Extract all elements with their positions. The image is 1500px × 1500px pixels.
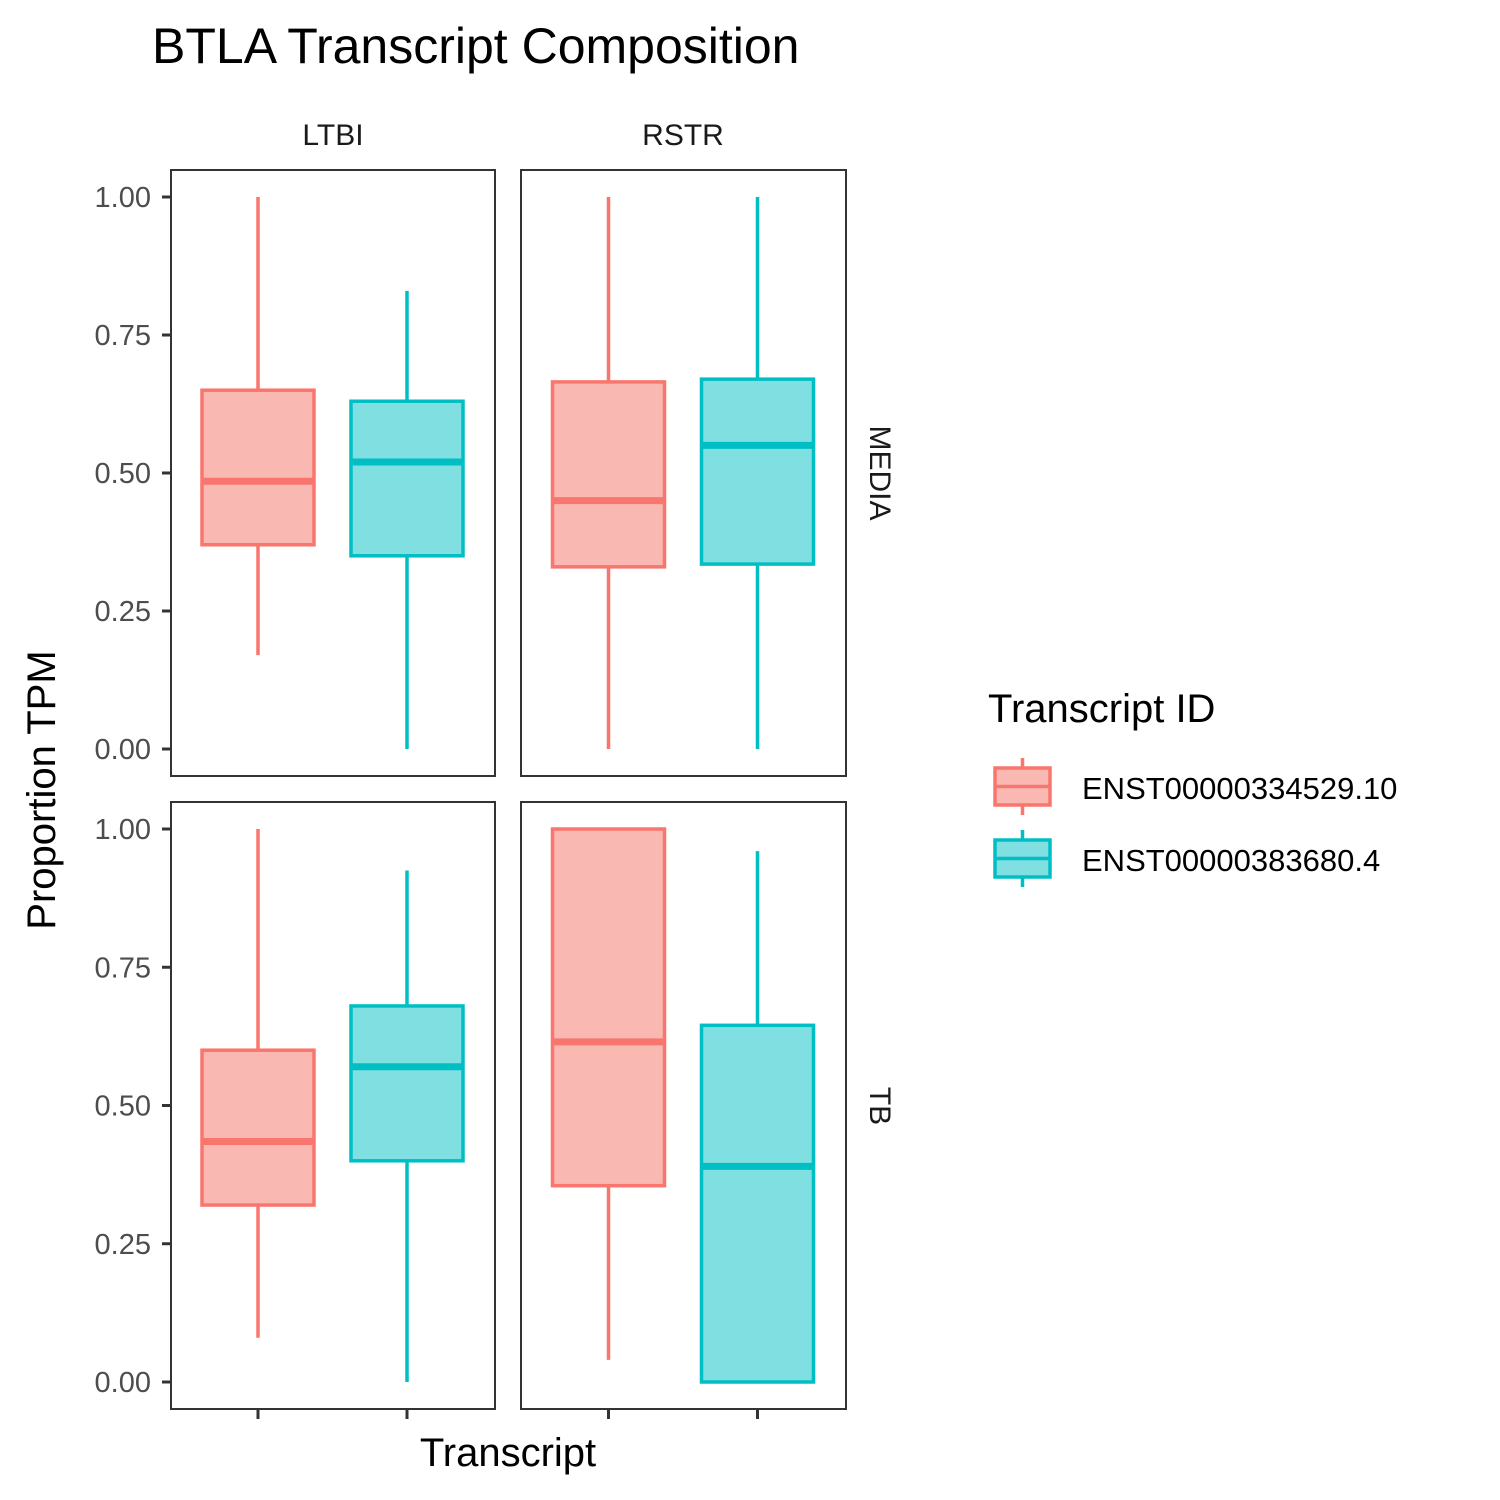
panel-rstr-tb	[520, 801, 847, 1419]
y-tick-label: 0.00	[95, 734, 151, 766]
legend: Transcript ID ENST00000334529.10 ENST000…	[988, 687, 1397, 887]
box-1-ltbi-media	[200, 197, 316, 656]
chart-title: BTLA Transcript Composition	[152, 18, 800, 74]
panel-border	[520, 801, 847, 1410]
box-2-rstr-media	[699, 197, 816, 749]
legend-key-series-2	[993, 830, 1052, 887]
panel-ltbi-tb: 0.00 0.25 0.50 0.75 1.00	[95, 801, 496, 1419]
y-tick-label: 1.00	[95, 182, 151, 214]
box-2-ltbi-media	[349, 290, 465, 749]
box-2-ltbi-tb	[349, 870, 465, 1382]
box-iqr	[200, 388, 316, 547]
box-1-rstr-media	[550, 197, 667, 749]
facet-col-label-rstr: RSTR	[642, 119, 724, 152]
y-tick-label: 0.75	[95, 320, 151, 352]
panels-layer: 0.00 0.25 0.50 0.75 1.00 0.00 0.25 0.50 0.75 1.00	[95, 169, 847, 1419]
legend-title: Transcript ID	[988, 687, 1215, 731]
y-tick-label: 0.25	[95, 596, 151, 628]
y-tick-label: 1.00	[95, 814, 151, 846]
box-iqr	[349, 1004, 465, 1163]
box-2-rstr-tb	[699, 851, 816, 1384]
y-tick-label: 0.25	[95, 1229, 151, 1261]
x-axis-title: Transcript	[420, 1431, 596, 1475]
y-tick-label: 0.50	[95, 1091, 151, 1123]
panel-ltbi-media: 0.00 0.25 0.50 0.75 1.00	[95, 169, 496, 777]
box-1-ltbi-tb	[200, 829, 316, 1338]
box-iqr	[699, 377, 816, 566]
box-iqr	[699, 1023, 816, 1384]
box-iqr	[200, 1048, 316, 1207]
legend-label-series-2: ENST00000383680.4	[1082, 843, 1380, 878]
y-axis-title: Proportion TPM	[20, 650, 64, 929]
panel-border	[520, 169, 847, 777]
panel-rstr-media	[520, 169, 847, 777]
facet-col-label-ltbi: LTBI	[302, 119, 363, 152]
facet-row-label-media: MEDIA	[863, 425, 896, 520]
box-1-rstr-tb	[550, 827, 667, 1360]
box-iqr	[550, 827, 667, 1188]
legend-label-series-1: ENST00000334529.10	[1082, 771, 1397, 806]
legend-key-series-1	[993, 758, 1052, 815]
box-iqr	[550, 380, 667, 569]
y-tick-label: 0.50	[95, 458, 151, 490]
y-tick-label: 0.00	[95, 1367, 151, 1399]
box-iqr	[349, 399, 465, 558]
facet-row-label-tb: TB	[863, 1087, 896, 1125]
y-tick-label: 0.75	[95, 952, 151, 984]
